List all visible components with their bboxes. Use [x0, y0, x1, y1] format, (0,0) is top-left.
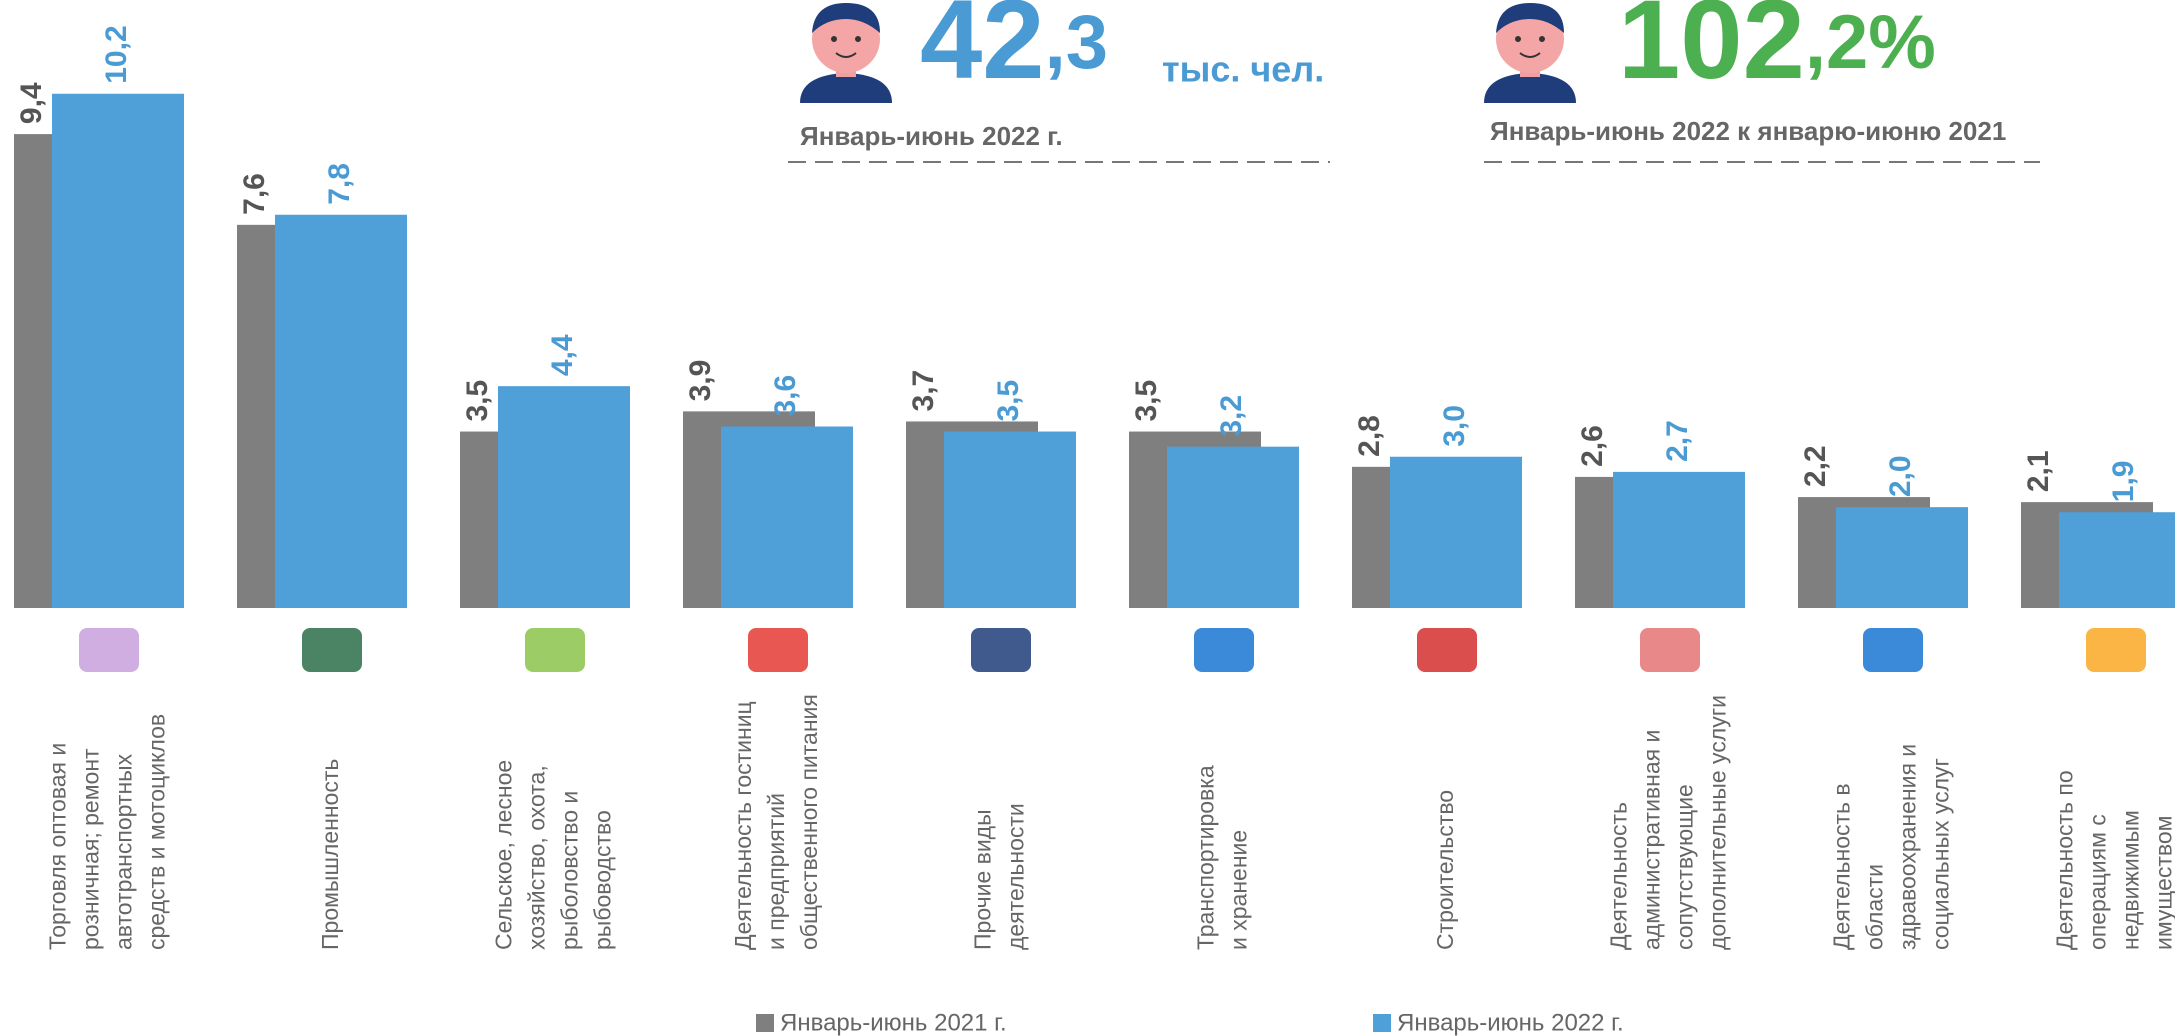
- value-label: 3,9: [684, 360, 717, 402]
- legend-label: Январь-июнь 2022 г.: [1397, 1009, 1624, 1036]
- value-label: 3,2: [1215, 395, 1248, 437]
- category-label: автотранспортных: [111, 753, 137, 950]
- category-label: Прочие виды: [970, 809, 996, 950]
- category-label: и хранение: [1226, 830, 1252, 950]
- value-label: 2,8: [1353, 415, 1386, 457]
- value-label: 7,6: [238, 173, 271, 215]
- category-label: розничная; ремонт: [78, 748, 104, 950]
- category-label: административная и: [1639, 730, 1665, 950]
- bar: [52, 94, 184, 608]
- category-icon: [1194, 628, 1254, 672]
- category-label: Деятельность по: [2052, 770, 2078, 950]
- kpi-int: 102: [1618, 0, 1805, 102]
- value-label: 3,7: [907, 370, 940, 412]
- category-label: имуществом: [2151, 816, 2175, 950]
- value-label: 2,6: [1576, 425, 1609, 467]
- category-label: Строительство: [1432, 790, 1458, 950]
- kpi: 42,3 тыс. чел. Январь-июнь 2022 г.: [788, 0, 1330, 162]
- category-icon: [2086, 628, 2146, 672]
- category-label: Сельское, лесное: [491, 760, 517, 950]
- bar: [275, 215, 407, 608]
- kpi-int: 42: [920, 0, 1045, 102]
- kpi-value: 42,3: [920, 0, 1108, 102]
- category-icon: [1640, 628, 1700, 672]
- category-label: рыбоводство: [590, 810, 616, 950]
- category-label: операциям с: [2085, 814, 2111, 950]
- category-icon: [525, 628, 585, 672]
- value-label: 4,4: [546, 334, 579, 376]
- category-label: Деятельность в: [1829, 783, 1855, 950]
- category-label: Торговля оптовая и: [45, 743, 71, 950]
- bar: [1613, 472, 1745, 608]
- category-label: недвижимым: [2118, 810, 2144, 950]
- value-label: 2,1: [2022, 450, 2055, 492]
- kpi-unit: тыс. чел.: [1162, 49, 1324, 90]
- value-label: 10,2: [100, 25, 133, 83]
- kpi-caption: Январь-июнь 2022 к январю-июню 2021: [1490, 116, 2006, 146]
- category-label: здравоохранения и: [1895, 744, 1921, 950]
- category-icon: [748, 628, 808, 672]
- kpi: 102,2% Январь-июнь 2022 к январю-июню 20…: [1484, 0, 2040, 162]
- person-icon: [1484, 3, 1576, 103]
- category-label: средств и мотоциклов: [144, 714, 170, 950]
- category-icon: [1863, 628, 1923, 672]
- bar: [2059, 512, 2175, 608]
- category-label: деятельности: [1003, 803, 1029, 950]
- category-label: и предприятий: [763, 793, 789, 950]
- category-label: Деятельность: [1606, 802, 1632, 950]
- value-label: 3,5: [992, 380, 1025, 422]
- page: {"chart_data": {"type": "bar", "categori…: [0, 0, 2175, 1036]
- legend-swatch: [1373, 1014, 1391, 1032]
- value-label: 2,0: [1884, 455, 1917, 497]
- bar: [498, 386, 630, 608]
- value-label: 3,5: [461, 380, 494, 422]
- value-label: 3,6: [769, 375, 802, 417]
- category-icon: [1417, 628, 1477, 672]
- category-label: рыболовство и: [557, 791, 583, 950]
- category-label: области: [1862, 864, 1888, 950]
- category-icon: [302, 628, 362, 672]
- bar: [1167, 447, 1299, 608]
- kpi-frac: ,3: [1045, 0, 1108, 85]
- category-label: Промышленность: [317, 759, 343, 950]
- value-label: 2,7: [1661, 420, 1694, 462]
- category-icon: [971, 628, 1031, 672]
- person-icon: [800, 3, 892, 103]
- category-label: социальных услуг: [1928, 758, 1954, 950]
- bar: [1390, 457, 1522, 608]
- category-label: Деятельность гостиниц: [730, 701, 756, 950]
- category-icon: [79, 628, 139, 672]
- category-label: дополнительные услуги: [1705, 695, 1731, 950]
- kpi-value: 102,2%: [1618, 0, 1936, 102]
- category-label: общественного питания: [796, 694, 822, 950]
- legend-label: Январь-июнь 2021 г.: [780, 1009, 1007, 1036]
- kpi-frac: ,2%: [1805, 0, 1936, 85]
- value-label: 2,2: [1799, 445, 1832, 487]
- category-label: хозяйство, охота,: [524, 765, 550, 950]
- legend-swatch: [756, 1014, 774, 1032]
- value-label: 3,5: [1130, 380, 1163, 422]
- bar: [1836, 507, 1968, 608]
- value-label: 3,0: [1438, 405, 1471, 447]
- chart: 42,3 тыс. чел. Январь-июнь 2022 г. 102,2…: [0, 0, 2175, 1036]
- value-label: 7,8: [323, 163, 356, 205]
- category-label: сопутствующие: [1672, 784, 1698, 950]
- value-label: 9,4: [15, 82, 48, 124]
- kpi-caption: Январь-июнь 2022 г.: [800, 121, 1063, 151]
- bar: [944, 432, 1076, 608]
- value-label: 1,9: [2107, 460, 2140, 502]
- category-label: Транспортировка: [1193, 765, 1219, 950]
- bar: [721, 427, 853, 609]
